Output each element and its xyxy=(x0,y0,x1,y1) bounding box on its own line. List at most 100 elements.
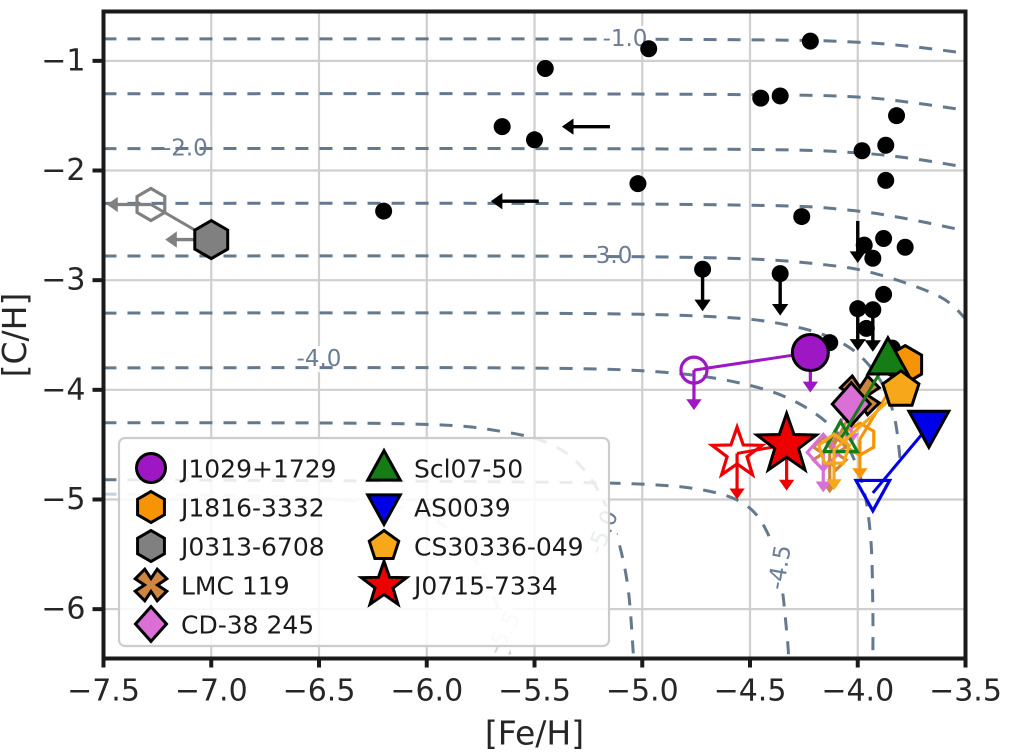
star-marker-open xyxy=(707,422,767,479)
background-data-point xyxy=(896,238,914,256)
legend-box[interactable]: J1029+1729 J1816-3332 J0313-6708 LMC 119 CD-… xyxy=(117,436,611,648)
background-data-point xyxy=(888,107,906,125)
legend-marker-triangle-down-icon xyxy=(365,493,403,528)
highlighted-stars-group xyxy=(106,186,952,515)
contour-line xyxy=(103,146,966,169)
background-data-point xyxy=(864,249,882,267)
upper-limit-arrow-left xyxy=(106,196,151,213)
arrow-head xyxy=(165,231,177,248)
star-marker-open xyxy=(679,355,709,385)
legend-item[interactable]: J1029+1729 xyxy=(135,452,337,484)
axis-ticks-group: −7.5 −7.0 −6.5 −6.0 −5.5 −5.0 −4.5 −4.0 −3.5 −1 −2… xyxy=(41,43,1002,708)
arrow-head xyxy=(561,118,574,135)
legend-marker-x-thick-icon xyxy=(132,566,170,604)
star-marker-group[interactable] xyxy=(707,408,821,500)
legend-item[interactable]: J1816-3332 xyxy=(136,489,325,525)
legend-label: LMC 119 xyxy=(181,572,290,601)
x-tick-label: −7.5 xyxy=(67,674,140,709)
background-data-point xyxy=(801,32,819,50)
arrow-head xyxy=(778,479,795,491)
background-data-point xyxy=(875,285,893,303)
arrow-head xyxy=(694,299,711,312)
contour-label: -2.0 xyxy=(163,136,208,162)
x-tick-label: −5.0 xyxy=(606,674,679,709)
background-data-point xyxy=(849,300,867,318)
arrow-head xyxy=(772,304,789,316)
arrow-head xyxy=(849,339,866,351)
legend-item[interactable]: Scl07-50 xyxy=(365,447,523,484)
y-tick-label: −1 xyxy=(41,43,85,78)
star-marker-filled xyxy=(906,409,952,451)
legend-label: CD-38 245 xyxy=(181,611,314,640)
x-tick-label: −6.5 xyxy=(283,674,356,709)
y-tick-label: −5 xyxy=(41,482,85,517)
y-tick-label: −2 xyxy=(41,153,85,188)
arrow-head xyxy=(106,196,118,213)
background-data-point xyxy=(694,260,712,278)
contour-line xyxy=(103,201,966,233)
background-data-point xyxy=(629,175,647,193)
y-tick-label: −6 xyxy=(41,592,85,627)
star-marker-open xyxy=(135,186,167,223)
legend-item[interactable]: J0313-6708 xyxy=(136,528,325,564)
x-tick-label: −6.0 xyxy=(390,674,463,709)
background-data-point xyxy=(877,171,895,189)
background-data-point xyxy=(375,202,393,220)
legend-item[interactable]: AS0039 xyxy=(365,493,511,528)
legend-label: AS0039 xyxy=(414,494,511,523)
x-tick-label: −7.0 xyxy=(175,674,248,709)
legend-label: J1816-3332 xyxy=(179,494,325,523)
background-data-point xyxy=(640,40,658,58)
star-marker-filled xyxy=(193,218,230,261)
legend-label: J0313-6708 xyxy=(179,533,325,562)
background-data-point xyxy=(771,87,789,105)
star-marker-filled xyxy=(790,333,830,373)
contour-label: -4.5 xyxy=(763,543,796,592)
background-data-point xyxy=(864,301,882,319)
legend-marker-triangle-up-icon xyxy=(365,447,403,482)
background-data-point xyxy=(771,265,789,283)
legend-label: J1029+1729 xyxy=(179,455,337,484)
contour-label: -1.0 xyxy=(603,26,648,52)
x-tick-label: −4.0 xyxy=(821,674,894,709)
upper-limit-arrow-down xyxy=(826,450,842,491)
y-axis-title: [C/H] xyxy=(0,293,34,378)
legend-item[interactable]: CS30336-049 xyxy=(367,528,584,562)
star-marker-group[interactable] xyxy=(106,186,230,261)
star-marker-group[interactable] xyxy=(816,368,921,491)
background-data-point xyxy=(877,136,895,154)
contour-line xyxy=(103,37,966,55)
arrow-head xyxy=(826,479,842,491)
background-data-point xyxy=(493,118,511,136)
background-data-point xyxy=(793,208,811,226)
background-data-point xyxy=(526,131,543,149)
star-connector-line xyxy=(693,351,811,372)
contour-line xyxy=(103,366,875,659)
background-data-point xyxy=(857,319,875,337)
arrow-head xyxy=(864,340,881,352)
contour-line xyxy=(103,478,791,659)
background-points-group xyxy=(375,32,914,357)
star-marker-open xyxy=(816,432,852,465)
legend-label: Scl07-50 xyxy=(414,455,523,484)
star-connector-line xyxy=(871,425,931,494)
legend-label: CS30336-049 xyxy=(414,533,584,562)
y-tick-label: −3 xyxy=(41,263,85,298)
upper-limit-arrow-left xyxy=(561,118,610,135)
star-marker-filled xyxy=(881,368,921,407)
legend-marker-diamond-icon xyxy=(133,604,169,644)
legend-marker-circle-icon xyxy=(135,452,167,484)
star-marker-group[interactable] xyxy=(853,409,952,515)
star-marker-group[interactable] xyxy=(679,333,830,411)
upper-limit-arrow-down xyxy=(729,453,745,500)
legend-item[interactable]: J0715-7334 xyxy=(357,556,558,608)
background-data-point xyxy=(752,89,770,107)
background-data-point xyxy=(855,236,873,254)
background-data-point xyxy=(875,229,893,247)
legend-frame[interactable] xyxy=(117,436,611,648)
legend-item[interactable]: CD-38 245 xyxy=(133,604,315,644)
upper-limit-arrow-left xyxy=(490,193,539,210)
upper-limit-arrow-down xyxy=(686,370,702,411)
legend-item[interactable]: LMC 119 xyxy=(132,566,290,604)
